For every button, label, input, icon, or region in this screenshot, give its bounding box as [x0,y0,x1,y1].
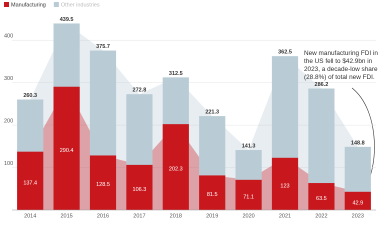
chart: 100 200 300 400 260.3 439.5 375.7 272.8 312.5 221… [4,2,376,219]
x-tick-label: 2014 [24,213,36,219]
bar [344,191,371,210]
y-tick-label: 300 [4,76,13,82]
value-label: 362.5 [278,50,292,56]
value-label: 148.8 [351,140,365,146]
bar [199,175,226,210]
x-tick-label: 2018 [170,213,182,219]
legend-label: Manufacturing [11,2,46,8]
x-tick-label: 2021 [279,213,291,219]
value-label: 221.3 [205,110,219,116]
x-tick-label: 2020 [242,213,254,219]
bar [162,124,189,210]
value-label: 63.5 [316,196,327,202]
legend-swatch [4,2,9,7]
bar [53,86,80,210]
x-tick-label: 2017 [133,213,145,219]
y-tick-label: 200 [4,119,13,125]
bar [17,151,44,210]
x-tick-label: 2016 [97,213,109,219]
value-label: 128.5 [96,182,110,188]
x-tick-label: 2019 [206,213,218,219]
value-label: 286.2 [315,82,329,88]
chart-container: 100 200 300 400 260.3 439.5 375.7 272.8 312.5 221… [4,2,378,219]
value-label: 312.5 [169,71,183,77]
value-label: 202.3 [169,167,183,173]
y-tick-label: 400 [4,34,13,40]
x-tick-label: 2023 [352,213,364,219]
bar [126,164,153,210]
bar [235,179,262,210]
value-label: 375.7 [96,44,110,50]
value-label: 290.4 [60,148,74,154]
value-label: 81.5 [207,192,218,198]
value-label: 106.3 [133,187,147,193]
value-label: 272.8 [133,88,147,94]
value-label: 260.3 [23,93,37,99]
x-tick-label: 2015 [60,213,72,219]
value-label: 141.3 [242,143,256,149]
x-tick-label: 2022 [315,213,327,219]
legend-label: Other industries [61,2,100,8]
bar [271,157,299,210]
value-label: 123 [280,183,289,189]
value-label: 42.9 [352,200,363,206]
bar [89,155,117,210]
value-label: 137.4 [23,180,37,186]
legend-swatch [53,2,59,7]
value-label: 71.1 [243,194,254,200]
y-tick-label: 100 [4,161,13,167]
bar [308,183,335,210]
annotation: New manufacturing FDI in the US fell to … [304,50,378,81]
value-label: 439.5 [60,17,74,23]
